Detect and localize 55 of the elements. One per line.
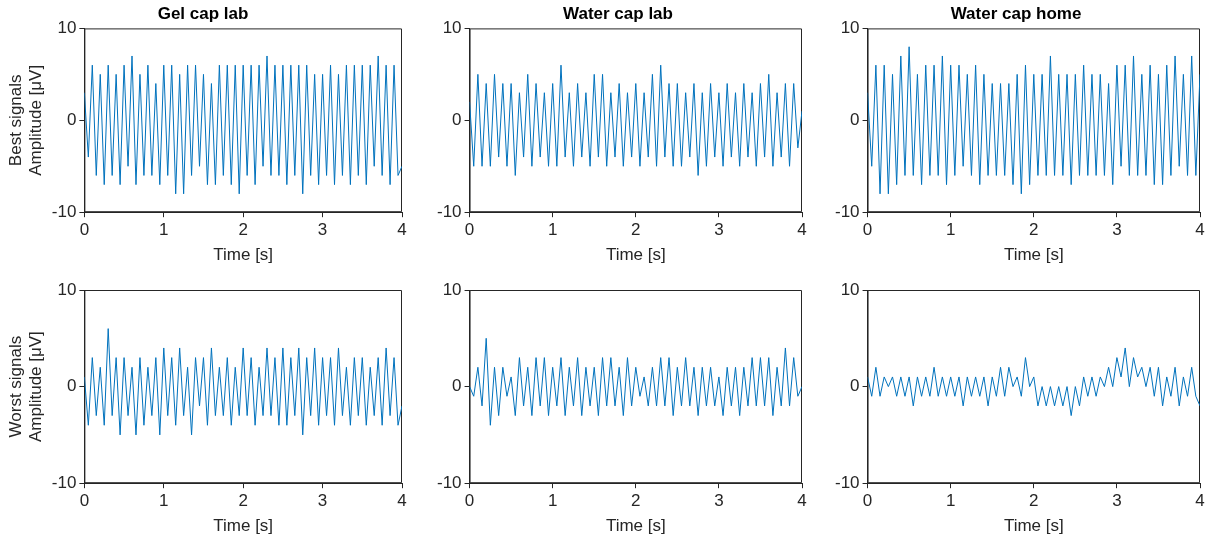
x-tick-label: 3 bbox=[317, 220, 328, 240]
y-tick-label: -10 bbox=[436, 201, 462, 221]
y-tick-label: 0 bbox=[66, 109, 77, 129]
x-axis-title: Time [s] bbox=[213, 245, 274, 265]
y-tick-label: -10 bbox=[834, 472, 860, 492]
y-tick-label: 10 bbox=[840, 279, 860, 299]
x-tick-label: 1 bbox=[159, 491, 169, 511]
y-tick-label: 0 bbox=[66, 376, 77, 396]
y-tick-label: 0 bbox=[452, 109, 462, 129]
y-tick-label: 0 bbox=[850, 376, 860, 396]
x-tick-label: 4 bbox=[397, 491, 407, 511]
x-tick-label: 1 bbox=[945, 491, 956, 511]
x-tick-label: 3 bbox=[1112, 220, 1122, 240]
y-axis-title: Best signals Amplitude [μV] bbox=[5, 64, 46, 176]
chart-title: Water cap home bbox=[950, 3, 1082, 23]
y-tick-label: 10 bbox=[442, 18, 462, 38]
x-tick-label: 2 bbox=[238, 220, 248, 240]
x-tick-label: 0 bbox=[79, 220, 90, 240]
x-tick-label: 4 bbox=[397, 220, 407, 240]
y-tick-label: 10 bbox=[840, 18, 860, 38]
x-tick-label: 3 bbox=[317, 491, 328, 511]
x-tick-label: 2 bbox=[1029, 220, 1039, 240]
y-tick-label: 10 bbox=[57, 279, 77, 299]
x-tick-label: 2 bbox=[1029, 491, 1039, 511]
x-tick-label: 0 bbox=[79, 491, 90, 511]
x-tick-label: 3 bbox=[714, 491, 724, 511]
x-tick-label: 1 bbox=[159, 220, 169, 240]
y-tick-label: -10 bbox=[51, 472, 77, 492]
x-tick-label: 1 bbox=[547, 491, 558, 511]
x-axis-title: Time [s] bbox=[605, 516, 666, 536]
x-axis-title: Time [s] bbox=[1003, 245, 1064, 265]
y-tick-label: 10 bbox=[442, 279, 462, 299]
x-tick-label: 3 bbox=[1112, 491, 1122, 511]
y-tick-label: -10 bbox=[436, 472, 462, 492]
chart-title: Gel cap lab bbox=[157, 3, 249, 23]
y-tick-label: -10 bbox=[51, 201, 77, 221]
y-axis-title: Worst signals Amplitude [μV] bbox=[5, 331, 46, 443]
chart-title: Water cap lab bbox=[563, 3, 673, 23]
y-tick-label: -10 bbox=[834, 201, 860, 221]
x-tick-label: 3 bbox=[714, 220, 724, 240]
x-tick-label: 4 bbox=[797, 491, 807, 511]
x-tick-label: 1 bbox=[945, 220, 956, 240]
x-tick-label: 4 bbox=[1195, 491, 1205, 511]
x-tick-label: 2 bbox=[238, 491, 248, 511]
x-tick-label: 1 bbox=[547, 220, 558, 240]
x-axis-title: Time [s] bbox=[605, 245, 666, 265]
x-tick-label: 2 bbox=[631, 220, 641, 240]
x-axis-title: Time [s] bbox=[213, 516, 274, 536]
x-tick-label: 2 bbox=[631, 491, 641, 511]
x-tick-label: 4 bbox=[797, 220, 807, 240]
y-tick-label: 10 bbox=[57, 18, 77, 38]
x-axis-title: Time [s] bbox=[1003, 516, 1064, 536]
y-tick-label: 0 bbox=[452, 376, 462, 396]
y-tick-label: 0 bbox=[850, 109, 860, 129]
x-tick-label: 4 bbox=[1195, 220, 1205, 240]
